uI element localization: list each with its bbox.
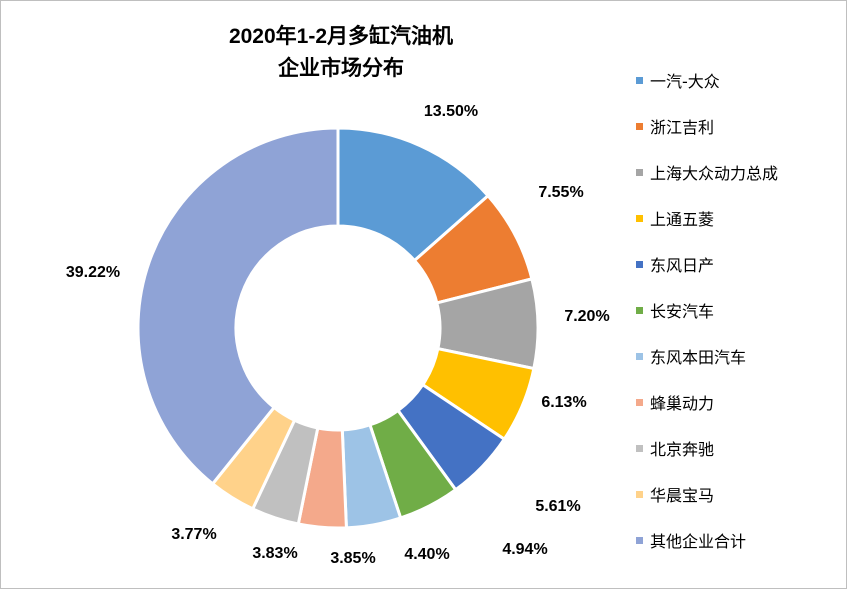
donut-slice-11 (136, 126, 340, 486)
data-label-2: 7.55% (538, 184, 583, 201)
legend-swatch (636, 260, 643, 268)
legend-label: 北京奔驰 (650, 440, 715, 459)
legend: 一汽-大众浙江吉利上海大众动力总成 上通五菱东风日产长安汽车东风本田汽车 蜂巢动力北… (636, 57, 778, 563)
legend-swatch (636, 306, 643, 314)
legend-label: 上海大众动力总成 (650, 164, 779, 183)
legend-swatch (636, 168, 643, 176)
legend-label: 蜂巢动力 (650, 394, 715, 413)
legend-label: 一汽-大众 (650, 72, 720, 91)
data-label-10: 3.77% (171, 526, 216, 543)
chart-title-line1: 2020年1-2月多缸汽油机 (228, 25, 454, 48)
legend-label: 其他企业合计 (650, 532, 747, 551)
legend-label: 上通五菱 (650, 210, 715, 229)
legend-item: 蜂巢动力 (636, 379, 778, 425)
data-label-7: 4.40% (404, 546, 449, 563)
legend-item: 华晨宝马 (636, 471, 778, 517)
chart-title-line2: 企业市场分布 (278, 57, 404, 80)
legend-swatch (636, 76, 643, 84)
legend-item: 东风日产 (636, 241, 778, 287)
legend-item: 长安汽车 (636, 287, 778, 333)
legend-label: 东风本田汽车 (650, 348, 747, 367)
data-label-11: 39.22% (66, 264, 120, 281)
legend-label: 华晨宝马 (650, 486, 715, 505)
legend-swatch (636, 352, 643, 360)
data-label-3: 7.20% (564, 308, 609, 325)
legend-item: 上海大众动力总成 (636, 149, 778, 195)
data-label-6: 4.94% (502, 541, 547, 558)
legend-label: 浙江吉利 (650, 118, 715, 137)
legend-item: 东风本田汽车 (636, 333, 778, 379)
data-label-9: 3.83% (252, 545, 297, 562)
legend-swatch (636, 398, 643, 406)
legend-swatch (636, 444, 643, 452)
data-label-1: 13.50% (424, 103, 478, 120)
legend-swatch (636, 214, 643, 222)
legend-item: 一汽-大众 (636, 57, 778, 103)
data-label-8: 3.85% (330, 550, 375, 567)
legend-item: 上通五菱 (636, 195, 778, 241)
chart-title: 2020年1-2月多缸汽油机 企业市场分布 (181, 21, 501, 85)
data-label-4: 6.13% (541, 394, 586, 411)
data-label-5: 5.61% (535, 498, 580, 515)
legend-swatch (636, 536, 643, 544)
legend-swatch (636, 122, 643, 130)
legend-item: 北京奔驰 (636, 425, 778, 471)
legend-label: 东风日产 (650, 256, 715, 275)
legend-item: 浙江吉利 (636, 103, 778, 149)
legend-label: 长安汽车 (650, 302, 715, 321)
legend-swatch (636, 490, 643, 498)
legend-item: 其他企业合计 (636, 517, 778, 563)
